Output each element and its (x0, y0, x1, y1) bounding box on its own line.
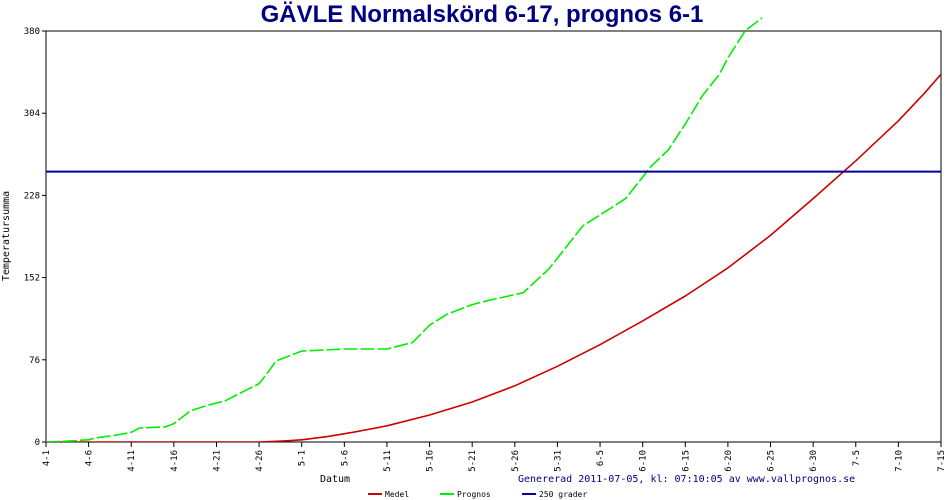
x-tick-label: 5-1 (298, 450, 308, 466)
x-tick-label: 5-31 (553, 450, 563, 472)
footer-generated: Genererad 2011-07-05, kl: 07:10:05 av ww… (518, 474, 855, 485)
y-tick-label: 380 (24, 27, 40, 37)
y-tick-label: 304 (24, 109, 40, 119)
x-tick-label: 7-10 (894, 450, 904, 472)
plot-area (45, 30, 942, 443)
series-layer (46, 17, 941, 442)
legend-label: 250 grader (539, 490, 587, 499)
y-tick-label: 152 (24, 274, 40, 284)
legend-label: Prognos (457, 490, 491, 499)
x-tick-label: 5-16 (426, 450, 436, 472)
y-tick-label: 228 (24, 191, 40, 201)
x-tick-label: 6-5 (596, 450, 606, 466)
legend-label: Medel (385, 490, 409, 499)
series-line-prognos (46, 17, 763, 442)
x-tick-label: 5-21 (468, 450, 478, 472)
legend-item: 250 grader (522, 490, 587, 499)
y-axis-label: Temperatursumma (1, 191, 12, 281)
x-tick-label: 4-11 (127, 450, 137, 472)
legend-item: Prognos (440, 490, 491, 499)
y-axis-ticks: 0 76 152 228 304 380 (24, 27, 46, 448)
x-tick-label: 6-30 (809, 450, 819, 472)
x-tick-label: 6-20 (724, 450, 734, 472)
x-tick-label: 5-11 (383, 450, 393, 472)
x-tick-label: 7-15 (937, 450, 947, 472)
x-tick-label: 7-5 (852, 450, 862, 466)
x-tick-label: 4-6 (85, 450, 95, 466)
plot-frame (45, 30, 942, 443)
x-tick-label: 6-15 (681, 450, 691, 472)
x-axis-ticks: 4-1 4-6 4-11 4-16 4-21 4-26 5-1 5-6 5-11 5-16 5-21… (42, 442, 947, 472)
x-tick-label: 5-26 (511, 450, 521, 472)
x-axis-label: Datum (320, 474, 350, 485)
x-tick-label: 4-16 (170, 450, 180, 472)
x-tick-label: 4-26 (255, 450, 265, 472)
series-line-medel (46, 73, 941, 442)
x-tick-label: 4-1 (42, 450, 52, 466)
legend-item: Medel (368, 490, 409, 499)
y-tick-label: 0 (35, 438, 40, 448)
x-tick-label: 4-21 (212, 450, 222, 472)
x-tick-label: 6-25 (767, 450, 777, 472)
x-tick-label: 5-6 (340, 450, 350, 466)
legend: Medel Prognos 250 grader (368, 490, 587, 499)
chart-title: GÄVLE Normalskörd 6-17, prognos 6-1 (261, 1, 704, 28)
y-tick-label: 76 (29, 356, 40, 366)
x-tick-label: 6-10 (639, 450, 649, 472)
